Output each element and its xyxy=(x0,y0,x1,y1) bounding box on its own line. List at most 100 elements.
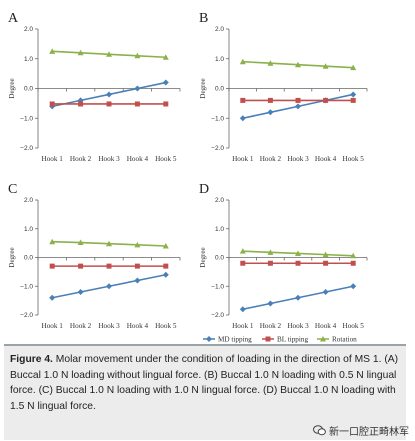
data-point-rotation xyxy=(295,250,301,256)
data-point-bl-tipping xyxy=(240,97,246,103)
caption-text: Molar movement under the condition of lo… xyxy=(10,354,399,412)
x-category-label: Hook 5 xyxy=(155,322,177,330)
data-point-bl-tipping xyxy=(78,263,84,269)
data-point-bl-tipping xyxy=(240,260,246,266)
series-bl-tipping xyxy=(49,263,169,269)
data-point-rotation xyxy=(162,243,169,249)
data-point-rotation xyxy=(134,241,141,248)
legend-label-bl-tipping: BL tipping xyxy=(277,336,308,344)
data-point-md-tipping xyxy=(162,271,169,278)
x-category-label: Hook 2 xyxy=(260,155,282,163)
x-category-label: Hook 3 xyxy=(287,322,309,330)
y-tick-label: 2.0 xyxy=(215,197,224,204)
data-point-rotation xyxy=(295,61,301,68)
x-category-label: Hook 4 xyxy=(127,322,149,330)
series-md-tipping xyxy=(239,91,357,122)
y-tick-label: −2.0 xyxy=(211,312,224,319)
x-category-label: Hook 5 xyxy=(343,155,365,163)
data-point-md-tipping xyxy=(295,294,301,301)
y-axis-label: Degree xyxy=(8,247,16,267)
chart-panel-b: B 2.0 1.0 0.0 −1.0 −2.0 Degree Hook 1 Hook 2 Hook… xyxy=(199,11,368,163)
x-category-label: Hook 2 xyxy=(70,322,92,330)
data-point-md-tipping xyxy=(350,283,357,290)
data-point-rotation xyxy=(162,54,169,60)
y-tick-label: 2.0 xyxy=(215,26,224,33)
x-category-label: Hook 4 xyxy=(315,155,337,163)
y-tick-label: −1.0 xyxy=(20,283,33,290)
data-point-rotation xyxy=(106,51,112,57)
x-category-label: Hook 3 xyxy=(98,322,120,330)
panel-letter: A xyxy=(8,11,19,26)
x-category-label: Hook 2 xyxy=(70,155,92,163)
x-category-label: Hook 4 xyxy=(315,322,337,330)
panel-letter: C xyxy=(8,182,17,197)
data-point-bl-tipping xyxy=(267,97,273,103)
y-axis-label: Degree xyxy=(199,78,207,98)
data-point-rotation xyxy=(77,49,84,56)
series-md-tipping xyxy=(49,271,169,301)
caption-label: Figure 4. xyxy=(10,354,53,365)
legend-label-rotation: Rotation xyxy=(332,336,357,344)
data-point-md-tipping xyxy=(49,294,56,301)
y-tick-label: 0.0 xyxy=(215,255,224,262)
x-category-label: Hook 5 xyxy=(343,322,365,330)
legend-marker-bl-tipping xyxy=(265,336,271,342)
x-category-label: Hook 4 xyxy=(127,155,149,163)
x-category-label: Hook 5 xyxy=(155,155,177,163)
legend-marker-rotation xyxy=(320,336,326,342)
data-point-bl-tipping xyxy=(134,101,140,107)
data-point-md-tipping xyxy=(106,283,112,290)
data-point-rotation xyxy=(267,60,274,66)
y-axis-label: Degree xyxy=(8,78,16,98)
data-point-rotation xyxy=(350,252,357,259)
data-point-rotation xyxy=(77,239,84,246)
series-rotation xyxy=(239,58,357,71)
series-bl-tipping xyxy=(49,101,169,107)
panel-letter: B xyxy=(199,11,208,26)
data-point-bl-tipping xyxy=(350,260,356,266)
data-point-bl-tipping xyxy=(49,101,55,107)
series-md-tipping xyxy=(239,283,357,313)
y-axis-label: Degree xyxy=(199,247,207,267)
data-point-bl-tipping xyxy=(267,260,273,266)
data-point-bl-tipping xyxy=(323,260,329,266)
y-tick-label: −1.0 xyxy=(20,115,33,122)
data-point-bl-tipping xyxy=(295,260,301,266)
data-point-bl-tipping xyxy=(78,101,84,107)
y-tick-label: −1.0 xyxy=(211,283,224,290)
x-category-label: Hook 1 xyxy=(232,155,254,163)
watermark: 新一口腔正畸林军 xyxy=(313,423,409,438)
chart-legend: MD tipping BL tipping Rotation xyxy=(203,336,357,344)
legend-marker-md-tipping xyxy=(206,336,212,342)
data-point-bl-tipping xyxy=(323,97,329,103)
y-tick-label: 0.0 xyxy=(215,86,224,93)
y-tick-label: −1.0 xyxy=(211,115,224,122)
data-point-bl-tipping xyxy=(163,263,169,269)
y-tick-label: 0.0 xyxy=(24,255,33,262)
data-point-rotation xyxy=(350,64,357,71)
data-point-md-tipping xyxy=(239,306,246,313)
y-tick-label: −2.0 xyxy=(20,312,33,319)
data-point-md-tipping xyxy=(77,289,84,295)
y-tick-label: 0.0 xyxy=(24,86,33,93)
data-point-md-tipping xyxy=(239,115,246,122)
x-category-label: Hook 3 xyxy=(287,155,309,163)
data-point-rotation xyxy=(239,58,246,65)
x-category-label: Hook 1 xyxy=(42,322,64,330)
data-point-md-tipping xyxy=(267,300,274,307)
series-rotation xyxy=(49,48,169,60)
data-point-md-tipping xyxy=(106,91,112,98)
data-point-rotation xyxy=(49,48,56,54)
data-point-md-tipping xyxy=(134,277,141,284)
y-tick-label: 1.0 xyxy=(24,56,33,63)
watermark-text: 新一口腔正畸林军 xyxy=(329,427,409,438)
series-rotation xyxy=(239,248,357,259)
y-tick-label: −2.0 xyxy=(211,145,224,152)
data-point-bl-tipping xyxy=(163,101,169,107)
data-point-md-tipping xyxy=(267,109,274,116)
data-point-md-tipping xyxy=(134,85,141,92)
x-category-label: Hook 3 xyxy=(98,155,120,163)
figure-caption: Figure 4. Molar movement under the condi… xyxy=(4,344,406,440)
data-point-rotation xyxy=(322,251,329,258)
data-point-bl-tipping xyxy=(134,263,140,269)
